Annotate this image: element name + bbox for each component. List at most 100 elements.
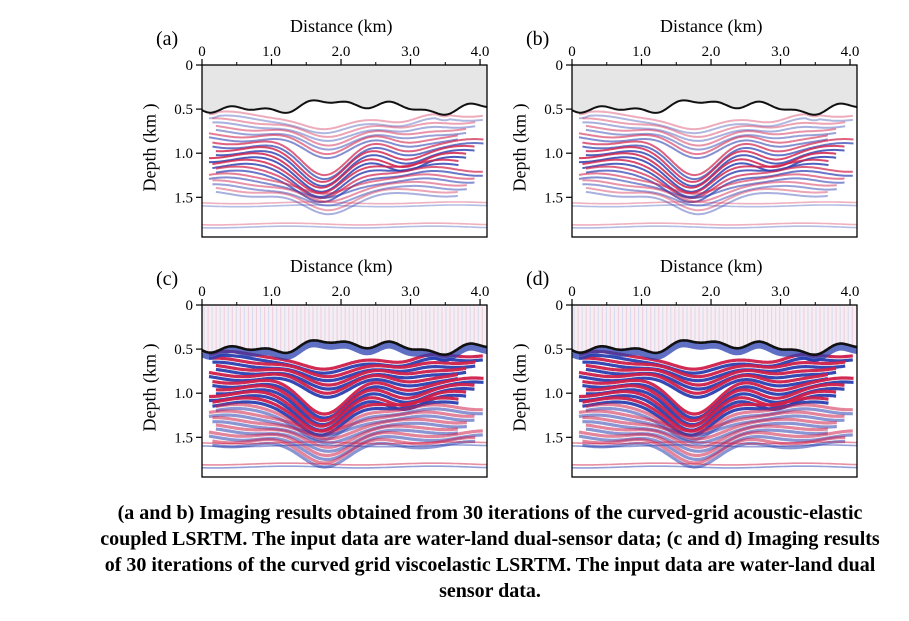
water-column	[572, 305, 857, 355]
reflector-positive	[215, 186, 458, 212]
y-tick-label: 1.5	[174, 190, 193, 206]
x-tick-label: 0	[568, 284, 576, 300]
y-tick-label: 0.5	[544, 102, 563, 118]
reflector-negative	[582, 183, 837, 207]
plot-frame	[201, 304, 488, 478]
deep-reflector-negative	[572, 204, 857, 208]
y-tick-label: 1.0	[544, 386, 563, 402]
x-axis-label: Distance (km)	[290, 16, 393, 36]
reflector-positive	[582, 356, 846, 379]
reflector-positive	[582, 158, 829, 194]
deep-reflector-positive	[572, 222, 857, 226]
reflector-negative	[208, 136, 458, 160]
water-column	[202, 305, 487, 355]
reflector-negative	[578, 176, 845, 199]
x-tick-label: 3.0	[401, 284, 420, 300]
x-axis-label: Distance (km)	[660, 16, 763, 36]
y-tick-label: 1.0	[174, 146, 193, 162]
reflector-positive	[578, 172, 845, 195]
reflector-positive	[208, 132, 458, 156]
reflector-positive	[582, 117, 846, 138]
image-layer	[572, 305, 857, 469]
y-tick-label: 0	[556, 298, 564, 314]
y-tick-label: 0.5	[174, 342, 193, 358]
reflector-negative	[582, 121, 846, 142]
seafloor-reflector	[202, 99, 487, 116]
y-tick-label: 1.0	[544, 146, 563, 162]
reflector-negative	[585, 128, 837, 151]
reflector-positive	[212, 117, 476, 138]
reflector-positive	[578, 110, 853, 131]
reflector-positive	[578, 429, 853, 458]
x-tick-label: 2.0	[702, 44, 721, 60]
reflector-positive	[582, 138, 854, 177]
reflector-positive	[582, 179, 837, 203]
water-column	[572, 65, 857, 115]
reflector-positive	[578, 409, 845, 433]
deep-reflector-negative	[572, 465, 857, 469]
reflector-positive	[212, 356, 476, 379]
reflector-positive	[215, 383, 475, 423]
deep-reflector-positive	[572, 201, 857, 205]
x-tick-label: 0	[198, 284, 206, 300]
seafloor-halo	[202, 341, 487, 362]
y-tick-label: 1.5	[544, 430, 563, 446]
panel-a: (a) Distance (km) Depth (km ) 0 1.0 2.0 3.0…	[140, 12, 500, 242]
x-tick-label: 4.0	[841, 284, 860, 300]
reflector-negative	[585, 148, 845, 187]
deep-reflector-negative	[202, 204, 487, 208]
x-axis-label: Distance (km)	[290, 256, 393, 276]
seismic-image: 0 1.0 2.0 3.0 4.0 0 0.5 1.0 1.5	[544, 284, 860, 478]
deep-reflector-positive	[572, 441, 857, 445]
reflector-positive	[212, 396, 459, 433]
reflector-negative	[585, 190, 828, 216]
x-tick-label: 3.0	[771, 44, 790, 60]
reflector-negative	[578, 114, 853, 135]
x-tick-label: 4.0	[471, 44, 490, 60]
y-tick-label: 0.5	[544, 342, 563, 358]
deep-reflector-negative	[572, 225, 857, 229]
reflector-positive	[585, 363, 837, 387]
reflector-positive	[578, 132, 828, 156]
y-tick-label: 1.5	[174, 430, 193, 446]
reflector-positive	[212, 138, 484, 177]
deep-reflector-positive	[202, 201, 487, 205]
reflector-negative	[215, 128, 467, 151]
reflector-positive	[578, 370, 829, 395]
panel-c: (c) Distance (km) Depth (km ) 0 1.0 2.0 3.0…	[140, 252, 500, 482]
reflector-positive	[208, 409, 475, 433]
panel-label: (b)	[526, 28, 550, 50]
deep-reflector-negative	[202, 444, 487, 448]
x-axis-label: Distance (km)	[660, 256, 763, 276]
reflector-positive	[585, 402, 853, 438]
deep-reflector-positive	[202, 222, 487, 226]
x-tick-label: 1.0	[632, 284, 651, 300]
plot-frame	[571, 64, 858, 238]
water-column	[202, 65, 487, 115]
seismic-image: 0 1.0 2.0 3.0 4.0 0 0.5 1.0 1.5	[544, 44, 859, 238]
reflector-positive	[585, 124, 837, 147]
seafloor-halo	[572, 341, 857, 362]
seafloor-reflector	[572, 339, 857, 356]
reflector-positive	[582, 376, 854, 416]
deep-reflector-positive	[572, 462, 857, 466]
reflector-negative	[208, 413, 475, 437]
reflector-positive	[212, 158, 459, 194]
y-tick-label: 1.5	[544, 190, 563, 206]
reflector-negative	[215, 190, 458, 216]
reflector-positive	[215, 144, 475, 183]
x-tick-label: 0	[198, 44, 206, 60]
reflector-negative	[215, 148, 475, 187]
reflector-negative	[212, 360, 476, 383]
figure-caption: (a and b) Imaging results obtained from …	[100, 502, 880, 602]
seafloor-reflector	[572, 99, 857, 116]
reflector-negative	[208, 176, 475, 199]
reflector-positive	[215, 165, 483, 200]
reflector-negative	[578, 136, 828, 160]
x-tick-label: 3.0	[401, 44, 420, 60]
x-tick-label: 1.0	[262, 284, 281, 300]
seafloor-reflector	[202, 339, 487, 356]
reflector-positive	[208, 429, 483, 458]
deep-reflector-negative	[202, 465, 487, 469]
reflector-positive	[209, 151, 467, 189]
